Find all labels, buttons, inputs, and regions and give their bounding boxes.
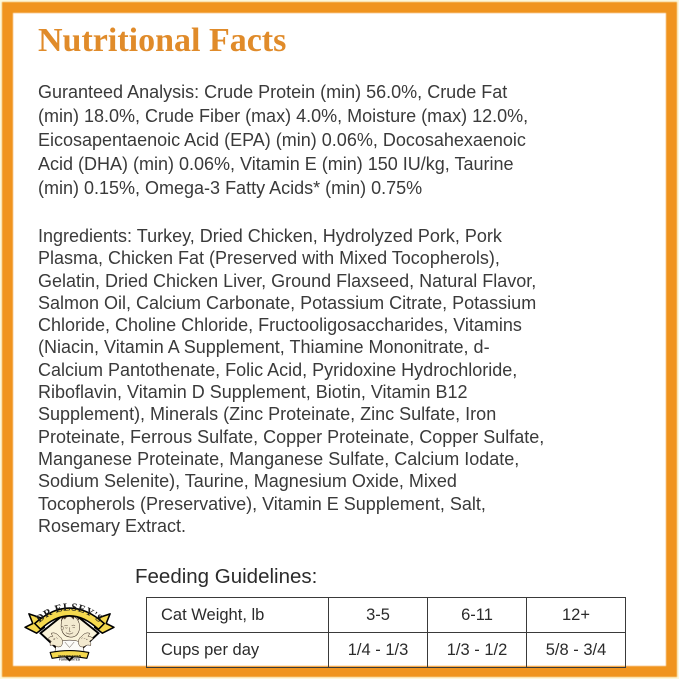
svg-text:FORMULATED: FORMULATED — [59, 658, 81, 662]
